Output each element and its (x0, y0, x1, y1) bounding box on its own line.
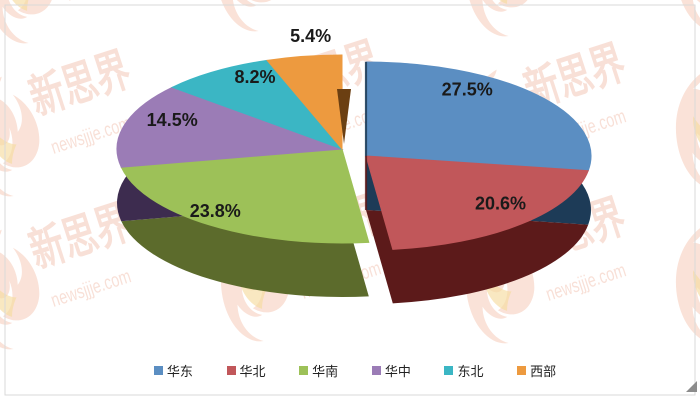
svg-text:20.6%: 20.6% (475, 193, 526, 213)
svg-text:27.5%: 27.5% (442, 80, 493, 100)
svg-text:5.4%: 5.4% (290, 26, 331, 46)
svg-text:8.2%: 8.2% (234, 67, 275, 87)
svg-text:newsjjje.com: newsjjje.com (543, 258, 629, 305)
svg-text:14.5%: 14.5% (147, 110, 198, 130)
svg-text:23.8%: 23.8% (190, 201, 241, 221)
svg-text:新思界: 新思界 (23, 43, 136, 125)
svg-text:newsjjje.com: newsjjje.com (48, 264, 134, 311)
